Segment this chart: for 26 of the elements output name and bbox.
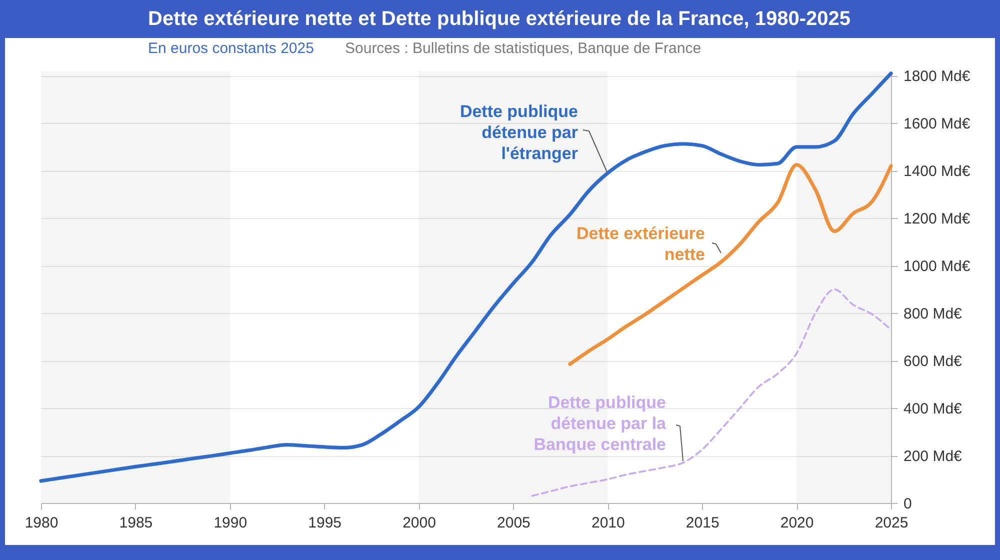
series-label: Dette publique détenue par la Banque centrale bbox=[534, 393, 667, 454]
y-tick-label: 1200 Md€ bbox=[904, 210, 971, 228]
x-tick-label: 2010 bbox=[591, 514, 625, 532]
y-tick-label: 1600 Md€ bbox=[904, 116, 971, 133]
series-label: Dette extérieure nette bbox=[576, 224, 705, 264]
chart-title: Dette extérieure nette et Dette publique extérieure de la France, 1980-2025 bbox=[148, 8, 851, 30]
x-tick-label: 1980 bbox=[24, 514, 58, 532]
x-tick-label: 2015 bbox=[686, 514, 720, 532]
y-tick-label: 200 Md€ bbox=[904, 448, 963, 466]
x-tick-label: 1985 bbox=[119, 514, 153, 532]
x-tick-label: 2025 bbox=[874, 514, 908, 532]
source-note: Sources : Bulletins de statistiques, Banque de France bbox=[345, 40, 702, 57]
y-tick-label: 800 Md€ bbox=[904, 306, 963, 323]
y-tick-label: 600 Md€ bbox=[904, 353, 963, 370]
x-tick-label: 2005 bbox=[497, 514, 530, 532]
y-tick-label: 1000 Md€ bbox=[904, 258, 971, 276]
chart-subtitle: En euros constants 2025 bbox=[148, 40, 314, 57]
series-label: Dette publique détenue par l'étranger bbox=[460, 102, 578, 163]
x-tick-label: 1995 bbox=[308, 514, 342, 532]
x-tick-label: 2000 bbox=[402, 514, 436, 532]
y-tick-label: 1400 Md€ bbox=[904, 163, 971, 180]
y-tick-label: 1800 Md€ bbox=[904, 68, 971, 86]
x-tick-label: 2020 bbox=[780, 514, 814, 532]
y-tick-label: 0 bbox=[904, 496, 912, 512]
y-tick-label: 400 Md€ bbox=[904, 400, 963, 418]
x-tick-label: 1990 bbox=[214, 514, 248, 532]
